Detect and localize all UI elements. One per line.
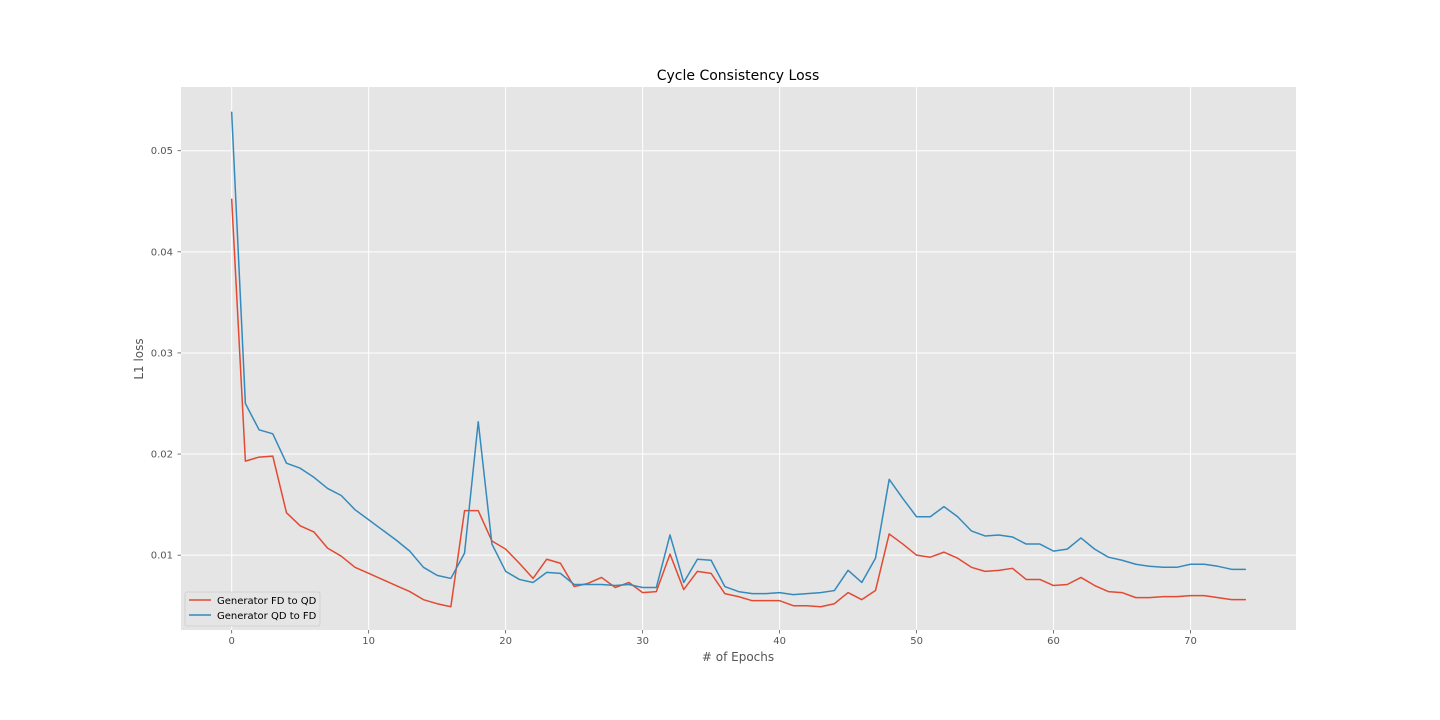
- x-tick-label: 20: [499, 636, 512, 647]
- y-tick-label: 0.02: [151, 450, 173, 461]
- y-tick-label: 0.04: [151, 247, 173, 258]
- y-tick-label: 0.05: [151, 146, 173, 157]
- y-tick-label: 0.03: [151, 348, 173, 359]
- series-lines: [230, 111, 1247, 608]
- legend-label-qd-to-fd: Generator QD to FD: [217, 611, 317, 622]
- legend-label-fd-to-qd: Generator FD to QD: [217, 596, 317, 607]
- y-tick-label: 0.01: [151, 551, 173, 562]
- x-tick-label: 70: [1184, 636, 1197, 647]
- series-line-fd-to-qd: [230, 198, 1247, 608]
- chart-title: Cycle Consistency Loss: [657, 68, 820, 84]
- grid-lines: [181, 87, 1296, 630]
- y-axis-label: L1 loss: [132, 338, 146, 379]
- axis-ticks: 0 10 20 30 40 50 60 70 0.01 0.02 0.03 0.04 0.05: [151, 146, 1197, 647]
- x-tick-label: 30: [636, 636, 649, 647]
- plot-area-background: [181, 87, 1296, 630]
- x-axis-label: # of Epochs: [702, 650, 774, 664]
- series-line-qd-to-fd: [230, 111, 1247, 596]
- legend: Generator FD to QD Generator QD to FD: [184, 591, 321, 627]
- x-tick-label: 10: [362, 636, 375, 647]
- x-tick-label: 0: [228, 636, 234, 647]
- x-tick-label: 50: [910, 636, 923, 647]
- legend-box: [184, 591, 321, 627]
- x-tick-label: 40: [773, 636, 786, 647]
- x-tick-label: 60: [1047, 636, 1060, 647]
